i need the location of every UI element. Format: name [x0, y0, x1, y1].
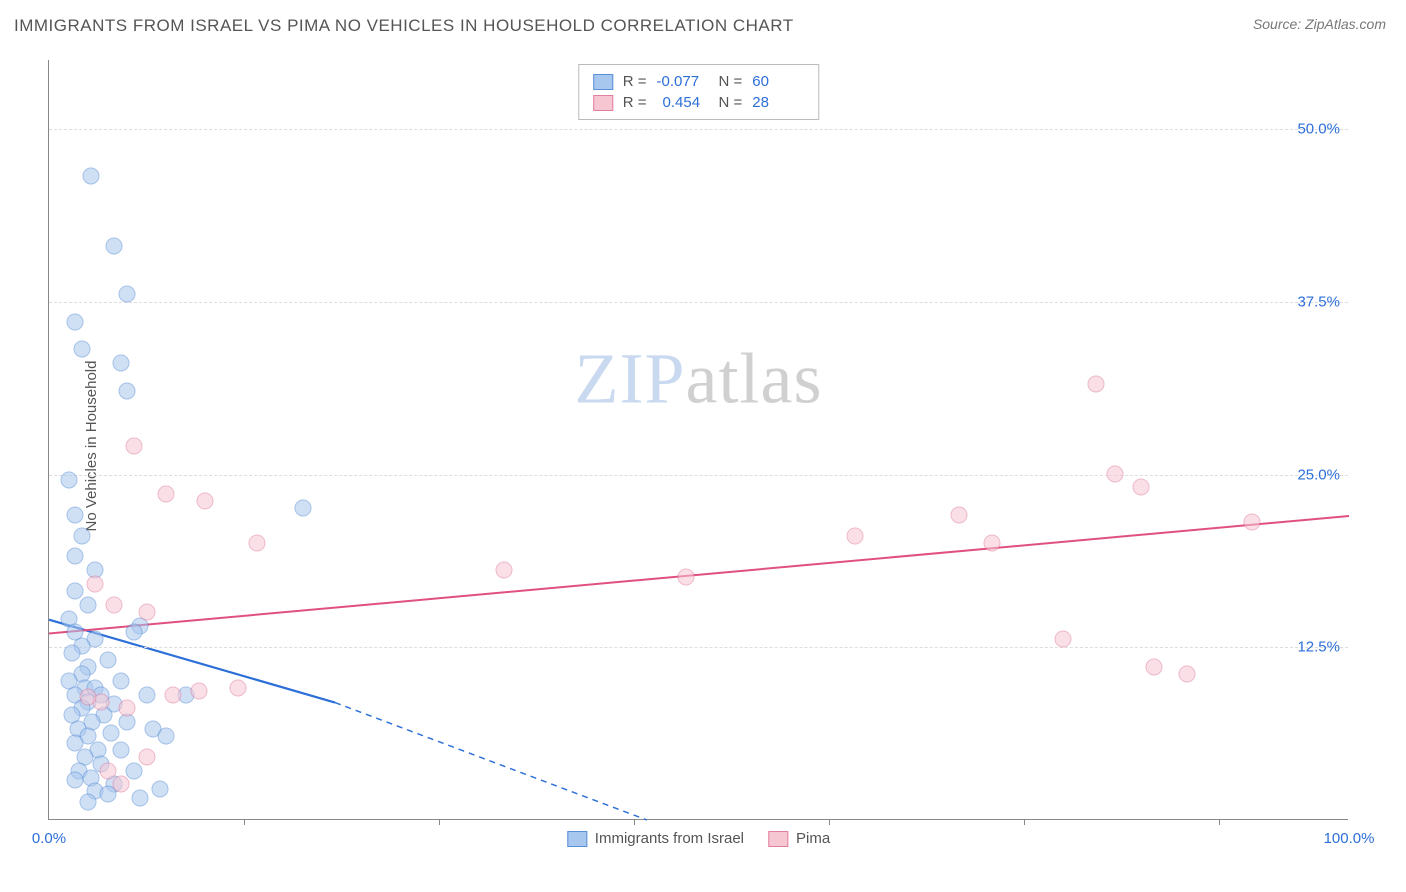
scatter-point: [1178, 665, 1195, 682]
n-label: N =: [719, 94, 743, 111]
scatter-point: [1107, 465, 1124, 482]
scatter-point: [80, 596, 97, 613]
scatter-point: [119, 382, 136, 399]
x-tick-label: 100.0%: [1324, 830, 1375, 847]
scatter-point: [125, 762, 142, 779]
x-minor-tick: [244, 819, 245, 825]
scatter-point: [106, 596, 123, 613]
scatter-point: [67, 507, 84, 524]
scatter-point: [983, 534, 1000, 551]
scatter-point: [847, 527, 864, 544]
scatter-point: [60, 472, 77, 489]
swatch-series2: [593, 95, 613, 111]
r-value-series1: -0.077: [657, 73, 709, 90]
scatter-point: [164, 686, 181, 703]
n-value-series1: 60: [752, 73, 804, 90]
scatter-point: [64, 645, 81, 662]
gridline: [49, 475, 1348, 476]
plot-area: ZIPatlas 12.5%25.0%37.5%50.0% 0.0%100.0%…: [48, 60, 1348, 820]
legend-swatch-series1: [567, 831, 587, 847]
scatter-point: [1146, 659, 1163, 676]
scatter-point: [112, 672, 129, 689]
stats-row-series1: R = -0.077 N = 60: [593, 71, 805, 92]
scatter-point: [229, 679, 246, 696]
scatter-point: [119, 285, 136, 302]
scatter-point: [1133, 479, 1150, 496]
scatter-point: [67, 583, 84, 600]
scatter-point: [132, 790, 149, 807]
x-minor-tick: [1024, 819, 1025, 825]
legend-item-series1: Immigrants from Israel: [567, 830, 744, 847]
x-minor-tick: [1219, 819, 1220, 825]
scatter-point: [99, 652, 116, 669]
scatter-point: [1055, 631, 1072, 648]
scatter-point: [138, 686, 155, 703]
watermark-part-b: atlas: [686, 338, 823, 418]
r-label: R =: [623, 94, 647, 111]
scatter-point: [197, 493, 214, 510]
scatter-point: [138, 603, 155, 620]
gridline: [49, 647, 1348, 648]
scatter-point: [73, 527, 90, 544]
x-minor-tick: [634, 819, 635, 825]
chart-title: IMMIGRANTS FROM ISRAEL VS PIMA NO VEHICL…: [14, 16, 794, 36]
legend-label-series1: Immigrants from Israel: [595, 830, 744, 847]
scatter-point: [103, 725, 120, 742]
scatter-point: [125, 624, 142, 641]
correlation-stats-box: R = -0.077 N = 60 R = 0.454 N = 28: [578, 64, 820, 120]
scatter-point: [73, 341, 90, 358]
trend-line-dashed: [335, 703, 647, 820]
trend-line-solid: [49, 516, 1349, 633]
x-minor-tick: [829, 819, 830, 825]
r-label: R =: [623, 73, 647, 90]
scatter-point: [82, 168, 99, 185]
scatter-point: [125, 437, 142, 454]
scatter-point: [158, 728, 175, 745]
y-tick-label: 12.5%: [1297, 639, 1340, 656]
swatch-series1: [593, 74, 613, 90]
scatter-point: [678, 569, 695, 586]
scatter-point: [249, 534, 266, 551]
watermark-part-a: ZIP: [575, 338, 686, 418]
scatter-point: [119, 700, 136, 717]
scatter-point: [99, 762, 116, 779]
scatter-point: [496, 562, 513, 579]
scatter-point: [158, 486, 175, 503]
scatter-point: [67, 772, 84, 789]
legend-label-series2: Pima: [796, 830, 830, 847]
scatter-point: [106, 237, 123, 254]
y-tick-label: 50.0%: [1297, 121, 1340, 138]
legend-item-series2: Pima: [768, 830, 830, 847]
x-tick-label: 0.0%: [32, 830, 66, 847]
scatter-point: [112, 741, 129, 758]
scatter-point: [294, 500, 311, 517]
legend-swatch-series2: [768, 831, 788, 847]
r-value-series2: 0.454: [657, 94, 709, 111]
gridline: [49, 302, 1348, 303]
y-tick-label: 25.0%: [1297, 466, 1340, 483]
gridline: [49, 129, 1348, 130]
scatter-point: [67, 313, 84, 330]
scatter-point: [1243, 513, 1260, 530]
scatter-point: [190, 682, 207, 699]
scatter-point: [86, 576, 103, 593]
scatter-point: [951, 507, 968, 524]
n-value-series2: 28: [752, 94, 804, 111]
scatter-point: [112, 355, 129, 372]
trend-lines-layer: [49, 60, 1348, 819]
bottom-legend: Immigrants from Israel Pima: [567, 830, 830, 847]
y-tick-label: 37.5%: [1297, 293, 1340, 310]
scatter-point: [112, 776, 129, 793]
stats-row-series2: R = 0.454 N = 28: [593, 92, 805, 113]
source-attribution: Source: ZipAtlas.com: [1253, 16, 1386, 32]
scatter-point: [67, 548, 84, 565]
scatter-point: [151, 780, 168, 797]
x-minor-tick: [439, 819, 440, 825]
watermark-logo: ZIPatlas: [575, 337, 823, 420]
scatter-point: [1087, 375, 1104, 392]
scatter-point: [80, 689, 97, 706]
scatter-point: [80, 794, 97, 811]
scatter-point: [138, 748, 155, 765]
n-label: N =: [719, 73, 743, 90]
